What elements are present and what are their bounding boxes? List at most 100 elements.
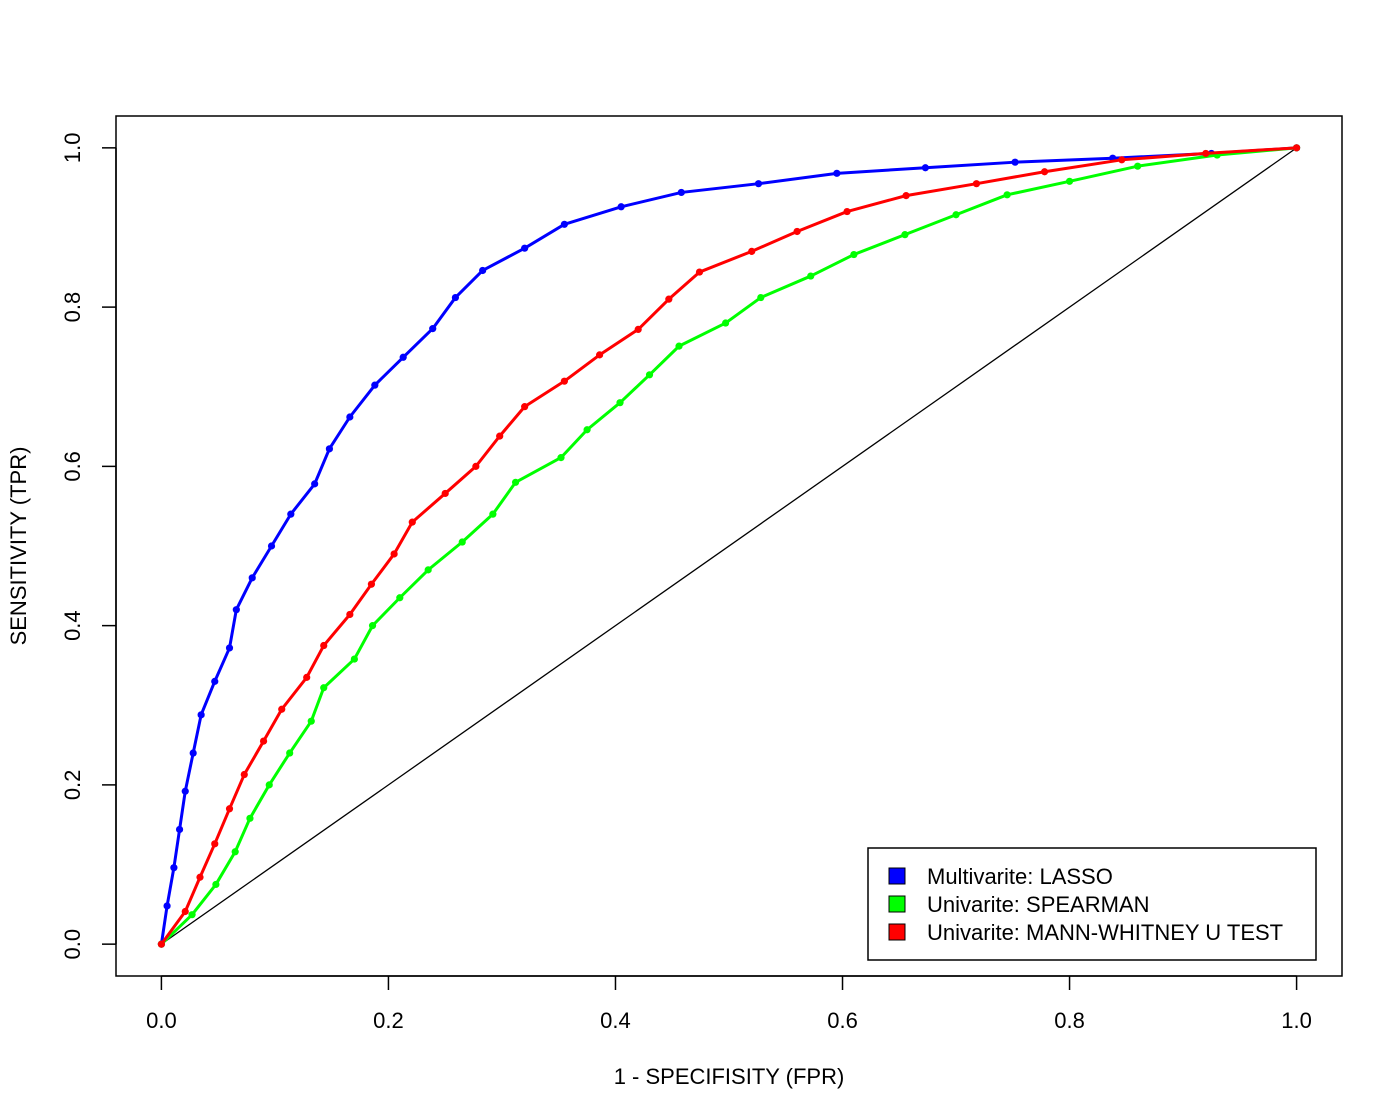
data-point-mann-whitney — [367, 580, 376, 588]
series-line-mann-whitney — [159, 146, 1299, 946]
data-point-spearman — [583, 426, 591, 434]
series-spearman — [157, 144, 1301, 948]
series-line-spearman — [159, 146, 1299, 946]
data-point-mann-whitney — [1292, 144, 1301, 152]
data-point-lasso — [311, 480, 319, 488]
data-point-spearman — [286, 749, 294, 757]
data-point-spearman — [1065, 177, 1074, 185]
data-point-lasso — [371, 381, 379, 389]
data-point-spearman — [1134, 162, 1142, 170]
data-point-spearman — [265, 781, 273, 789]
y-tick-label: 0.6 — [60, 451, 85, 482]
x-tick-label: 0.6 — [827, 1008, 858, 1033]
data-point-spearman — [368, 622, 377, 630]
x-axis-label: 1 - SPECIFISITY (FPR) — [614, 1064, 845, 1089]
data-point-mann-whitney — [902, 192, 910, 200]
data-point-mann-whitney — [225, 805, 234, 813]
data-point-lasso — [429, 325, 437, 333]
data-point-mann-whitney — [595, 351, 604, 359]
data-point-mann-whitney — [695, 268, 704, 276]
y-tick-label: 0.4 — [60, 610, 85, 641]
y-tick-label: 0.2 — [60, 770, 85, 801]
data-point-lasso — [232, 606, 240, 614]
legend: Multivarite: LASSO Univarite: SPEARMAN U… — [867, 847, 1317, 961]
data-point-spearman — [616, 399, 624, 407]
data-point-mann-whitney — [157, 940, 166, 948]
data-point-mann-whitney — [665, 295, 673, 303]
data-point-lasso — [479, 266, 487, 275]
diagonal-layer — [161, 147, 1297, 945]
data-point-spearman — [757, 293, 765, 302]
data-point-mann-whitney — [320, 641, 328, 650]
data-point-lasso — [170, 864, 178, 872]
data-point-mann-whitney — [259, 737, 268, 745]
data-point-lasso — [175, 825, 184, 834]
legend-label-lasso: Multivarite: LASSO — [927, 864, 1113, 889]
x-tick-label: 0.2 — [373, 1008, 404, 1033]
data-point-mann-whitney — [181, 907, 189, 916]
x-tick-label: 0.4 — [600, 1008, 631, 1033]
x-tick-label: 0.8 — [1054, 1008, 1085, 1033]
data-point-lasso — [521, 244, 529, 252]
data-point-lasso — [267, 542, 276, 550]
diagonal-reference-line — [161, 147, 1297, 945]
data-point-spearman — [675, 342, 683, 350]
data-point-spearman — [320, 684, 328, 692]
data-point-lasso — [248, 574, 256, 582]
y-axis: 0.0 0.2 0.4 0.6 0.8 1.0 — [60, 133, 117, 960]
data-point-lasso — [677, 188, 685, 197]
data-point-mann-whitney — [560, 377, 568, 385]
y-axis-label: SENSITIVITY (TPR) — [6, 447, 31, 646]
series-lasso — [157, 144, 1301, 948]
data-point-lasso — [754, 180, 763, 188]
data-point-mann-whitney — [278, 705, 286, 713]
y-tick-label: 0.0 — [60, 929, 85, 960]
legend-box — [867, 847, 1317, 961]
data-point-mann-whitney — [303, 673, 311, 681]
data-point-mann-whitney — [793, 227, 801, 236]
data-point-mann-whitney — [748, 247, 756, 255]
data-point-lasso — [451, 293, 460, 302]
legend-label-mann-whitney: Univarite: MANN-WHITNEY U TEST — [927, 920, 1283, 945]
data-point-lasso — [560, 220, 568, 228]
data-point-spearman — [188, 911, 196, 919]
data-point-spearman — [396, 594, 404, 602]
series-line-lasso — [159, 146, 1299, 946]
data-point-mann-whitney — [972, 180, 981, 188]
data-point-mann-whitney — [1040, 168, 1049, 176]
data-point-spearman — [645, 371, 654, 379]
x-tick-label: 0.0 — [146, 1008, 177, 1033]
data-point-mann-whitney — [211, 840, 219, 848]
data-point-mann-whitney — [346, 610, 354, 619]
legend-swatch-spearman — [888, 895, 906, 913]
data-point-spearman — [721, 319, 730, 327]
data-point-lasso — [399, 353, 407, 361]
data-point-spearman — [511, 478, 520, 486]
data-point-spearman — [246, 814, 254, 822]
data-point-mann-whitney — [1118, 156, 1126, 164]
data-point-mann-whitney — [496, 432, 504, 440]
data-point-lasso — [1011, 158, 1019, 166]
data-point-spearman — [307, 717, 315, 725]
y-tick-label: 0.8 — [60, 292, 85, 323]
data-point-lasso — [225, 644, 234, 652]
data-point-spearman — [424, 566, 432, 574]
data-point-mann-whitney — [521, 403, 529, 411]
data-point-mann-whitney — [441, 489, 449, 498]
data-point-lasso — [189, 749, 197, 757]
data-point-spearman — [1003, 191, 1011, 199]
data-point-lasso — [163, 902, 171, 910]
data-point-spearman — [807, 272, 815, 280]
x-tick-label: 1.0 — [1281, 1008, 1312, 1033]
data-point-mann-whitney — [240, 770, 248, 779]
data-point-spearman — [212, 880, 220, 889]
data-point-mann-whitney — [843, 207, 851, 216]
data-point-mann-whitney — [408, 518, 416, 526]
data-point-lasso — [346, 413, 354, 421]
data-point-spearman — [231, 848, 239, 856]
legend-swatch-mann-whitney — [888, 923, 906, 941]
data-point-lasso — [181, 787, 189, 795]
data-point-lasso — [287, 510, 295, 518]
series-layer — [157, 144, 1301, 948]
